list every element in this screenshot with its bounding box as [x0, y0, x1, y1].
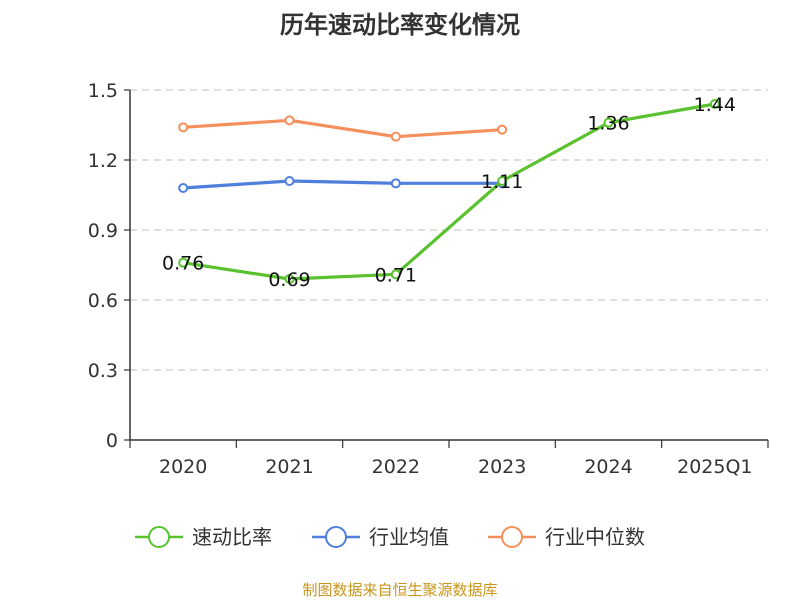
y-tick-label: 0.3 — [88, 360, 118, 382]
grid-lines — [130, 89, 768, 371]
data-point — [178, 183, 189, 193]
data-label: 0.71 — [375, 264, 417, 286]
series-line-0 — [181, 102, 717, 281]
x-tick-label: 2021 — [265, 456, 313, 478]
x-tick-label: 2024 — [584, 456, 632, 478]
legend-item-0[interactable]: 速动比率 — [135, 525, 272, 549]
x-tick-label: 2020 — [159, 456, 207, 478]
legend-marker-icon — [325, 526, 347, 548]
data-point — [497, 176, 508, 186]
y-tick-label: 0.6 — [88, 290, 118, 312]
series-line-2 — [181, 118, 504, 139]
data-point — [178, 257, 189, 268]
y-tick-label: 1.2 — [88, 150, 118, 172]
data-label: 0.76 — [162, 253, 204, 275]
data-point — [709, 99, 720, 109]
legend-item-1[interactable]: 行业均值 — [312, 525, 449, 549]
data-label: 1.11 — [481, 171, 523, 193]
legend: 速动比率 行业均值 行业中位数 — [135, 525, 645, 549]
data-point — [284, 115, 295, 126]
chart-title: 历年速动比率变化情况 — [280, 11, 520, 39]
data-label: 0.69 — [268, 269, 310, 291]
y-tick-label: 0 — [106, 430, 118, 452]
legend-marker-icon — [501, 526, 523, 548]
data-label: 1.44 — [694, 94, 736, 116]
y-tick-label: 1.5 — [88, 80, 118, 102]
legend-label: 行业均值 — [369, 525, 449, 549]
series-lines — [178, 99, 720, 284]
data-point — [390, 178, 401, 189]
data-point — [603, 117, 614, 128]
data-point — [178, 122, 189, 133]
legend-item-2[interactable]: 行业中位数 — [488, 525, 645, 549]
data-label: 1.36 — [587, 113, 629, 135]
legend-label: 速动比率 — [192, 525, 272, 549]
data-point — [284, 176, 295, 186]
x-tick-label: 2023 — [478, 456, 526, 478]
axes: 0 0.3 0.6 0.9 1.2 1.5 2020 2021 2022 2023 2024 2025… — [88, 80, 769, 478]
data-point — [390, 131, 401, 142]
data-labels: 0.76 0.69 0.71 1.11 1.36 1.44 — [162, 94, 736, 291]
data-point — [284, 274, 295, 284]
data-point — [497, 124, 508, 135]
source-note: 制图数据来自恒生聚源数据库 — [302, 581, 497, 599]
x-tick-label: 2022 — [372, 456, 420, 478]
x-tick-label: 2025Q1 — [677, 456, 752, 478]
legend-label: 行业中位数 — [545, 525, 645, 549]
y-tick-label: 0.9 — [88, 220, 118, 242]
data-point — [390, 269, 401, 280]
series-line-1 — [181, 179, 504, 190]
legend-marker-icon — [148, 526, 170, 548]
